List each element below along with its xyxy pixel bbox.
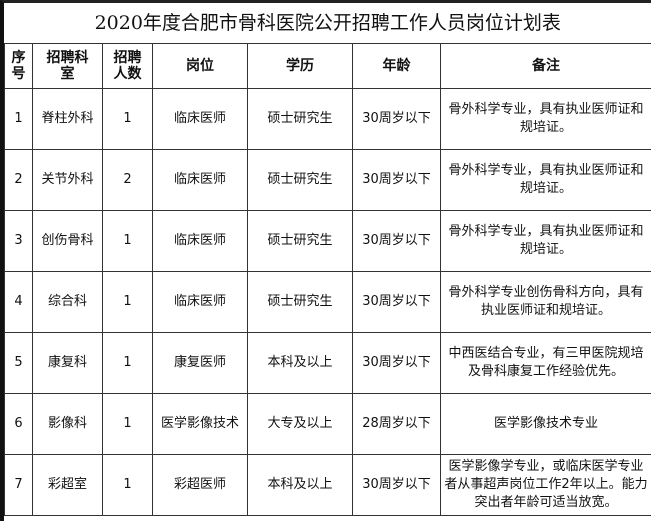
- cell-post: 康复医师: [152, 332, 248, 394]
- cell-edu: 本科及以上: [247, 332, 353, 394]
- cell-dept: 康复科: [32, 332, 103, 394]
- cell-count: 1: [102, 271, 153, 333]
- cell-count: 2: [102, 149, 153, 211]
- cell-seq: 7: [4, 454, 33, 516]
- header-count-label: 招聘人数: [113, 50, 142, 82]
- cell-note: 中西医结合专业，有三甲医院规培及骨科康复工作经验优先。: [440, 332, 651, 394]
- cell-edu: 大专及以上: [247, 393, 353, 455]
- cell-dept: 关节外科: [32, 149, 103, 211]
- cell-post: 彩超医师: [152, 454, 248, 516]
- table-row: 4 综合科 1 临床医师 硕士研究生 30周岁以下 骨外科学专业创伤骨科方向，具有执业医师证…: [4, 271, 651, 333]
- cell-count: 1: [102, 332, 153, 394]
- header-edu: 学历: [247, 43, 353, 89]
- cell-count: 1: [102, 88, 153, 150]
- cell-note: 医学影像学专业，或临床医学专业者从事超声岗位工作2年以上。能力突出者年龄可适当放…: [440, 454, 651, 516]
- header-count: 招聘人数: [102, 43, 153, 89]
- table-row: 2 关节外科 2 临床医师 硕士研究生 30周岁以下 骨外科学专业，具有执业医师证和规培证。: [4, 149, 651, 211]
- cell-age: 30周岁以下: [352, 210, 441, 272]
- cell-dept: 彩超室: [32, 454, 103, 516]
- header-dept-label: 招聘科室: [46, 50, 89, 82]
- cell-post: 临床医师: [152, 210, 248, 272]
- cell-seq: 6: [4, 393, 33, 455]
- cell-age: 30周岁以下: [352, 332, 441, 394]
- cell-count: 1: [102, 393, 153, 455]
- cell-age: 30周岁以下: [352, 88, 441, 150]
- cell-note: 骨外科学专业，具有执业医师证和规培证。: [440, 149, 651, 211]
- table-row: 3 创伤骨科 1 临床医师 硕士研究生 30周岁以下 骨外科学专业，具有执业医师证和规培证。: [4, 210, 651, 272]
- cell-dept: 创伤骨科: [32, 210, 103, 272]
- recruitment-plan-table: 2020年度合肥市骨科医院公开招聘工作人员岗位计划表 序号 招聘科室 招聘人数 …: [4, 3, 651, 516]
- table-row: 7 彩超室 1 彩超医师 本科及以上 30周岁以下 医学影像学专业，或临床医学专业者从事超声…: [4, 454, 651, 516]
- cell-note: 骨外科学专业创伤骨科方向，具有执业医师证和规培证。: [440, 271, 651, 333]
- cell-seq: 4: [4, 271, 33, 333]
- cell-dept: 综合科: [32, 271, 103, 333]
- cell-age: 30周岁以下: [352, 454, 441, 516]
- cell-edu: 硕士研究生: [247, 149, 353, 211]
- header-age: 年龄: [352, 43, 441, 89]
- cell-seq: 3: [4, 210, 33, 272]
- table-row: 1 脊柱外科 1 临床医师 硕士研究生 30周岁以下 骨外科学专业，具有执业医师证和规培证。: [4, 88, 651, 150]
- cell-edu: 本科及以上: [247, 454, 353, 516]
- cell-post: 医学影像技术: [152, 393, 248, 455]
- cell-dept: 脊柱外科: [32, 88, 103, 150]
- cell-note: 骨外科学专业，具有执业医师证和规培证。: [440, 88, 651, 150]
- cell-note: 骨外科学专业，具有执业医师证和规培证。: [440, 210, 651, 272]
- cell-post: 临床医师: [152, 149, 248, 211]
- cell-post: 临床医师: [152, 271, 248, 333]
- cell-seq: 1: [4, 88, 33, 150]
- cell-note: 医学影像技术专业: [440, 393, 651, 455]
- table-title: 2020年度合肥市骨科医院公开招聘工作人员岗位计划表: [4, 3, 651, 44]
- header-row: 序号 招聘科室 招聘人数 岗位 学历 年龄 备注: [4, 43, 651, 89]
- cell-age: 30周岁以下: [352, 149, 441, 211]
- cell-post: 临床医师: [152, 88, 248, 150]
- cell-seq: 2: [4, 149, 33, 211]
- header-post: 岗位: [152, 43, 248, 89]
- cell-count: 1: [102, 210, 153, 272]
- cell-edu: 硕士研究生: [247, 210, 353, 272]
- cell-dept: 影像科: [32, 393, 103, 455]
- cell-edu: 硕士研究生: [247, 88, 353, 150]
- header-seq: 序号: [4, 43, 33, 89]
- table-row: 6 影像科 1 医学影像技术 大专及以上 28周岁以下 医学影像技术专业: [4, 393, 651, 455]
- cell-age: 28周岁以下: [352, 393, 441, 455]
- cell-edu: 硕士研究生: [247, 271, 353, 333]
- header-note: 备注: [440, 43, 651, 89]
- cell-age: 30周岁以下: [352, 271, 441, 333]
- header-dept: 招聘科室: [32, 43, 103, 89]
- cell-seq: 5: [4, 332, 33, 394]
- cell-count: 1: [102, 454, 153, 516]
- table-row: 5 康复科 1 康复医师 本科及以上 30周岁以下 中西医结合专业，有三甲医院规培及骨科康复…: [4, 332, 651, 394]
